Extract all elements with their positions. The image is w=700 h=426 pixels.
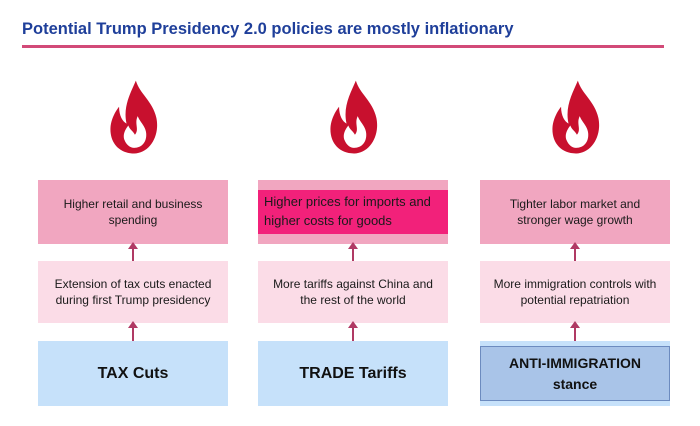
- policy-box: TRADE Tariffs: [258, 341, 448, 406]
- flame-icon: [552, 80, 600, 154]
- policy-label: TRADE Tariffs: [299, 364, 407, 382]
- policy-label: TAX Cuts: [97, 364, 169, 382]
- mechanism-box: More tariffs against China and the rest …: [258, 261, 448, 323]
- flame-icon: [330, 80, 378, 154]
- policy-box: TAX Cuts: [38, 341, 228, 406]
- effect-box: Higher prices for imports and higher cos…: [258, 180, 448, 244]
- policy-box: ANTI-IMMIGRATION stance: [480, 341, 670, 406]
- title-divider: [22, 45, 664, 48]
- flame-icon: [110, 80, 158, 154]
- arrow-up-icon: [128, 321, 138, 341]
- mechanism-text: More tariffs against China and the rest …: [273, 276, 433, 307]
- arrow-up-icon: [348, 242, 358, 261]
- effect-text: Tighter labor market and stronger wage g…: [509, 196, 641, 227]
- effect-text: Higher retail and business spending: [63, 196, 203, 227]
- policy-label-highlighted: ANTI-IMMIGRATION stance: [480, 346, 670, 401]
- arrow-up-icon: [348, 321, 358, 341]
- mechanism-box: More immigration controls with potential…: [480, 261, 670, 323]
- effect-box: Tighter labor market and stronger wage g…: [480, 180, 670, 244]
- effect-box: Higher retail and business spending: [38, 180, 228, 244]
- mechanism-text: More immigration controls with potential…: [493, 276, 657, 307]
- arrow-up-icon: [570, 321, 580, 341]
- effect-text-highlighted: Higher prices for imports and higher cos…: [258, 190, 448, 234]
- page-title: Potential Trump Presidency 2.0 policies …: [22, 20, 514, 38]
- arrow-up-icon: [128, 242, 138, 261]
- mechanism-text: Extension of tax cuts enacted during fir…: [54, 276, 212, 307]
- arrow-up-icon: [570, 242, 580, 261]
- mechanism-box: Extension of tax cuts enacted during fir…: [38, 261, 228, 323]
